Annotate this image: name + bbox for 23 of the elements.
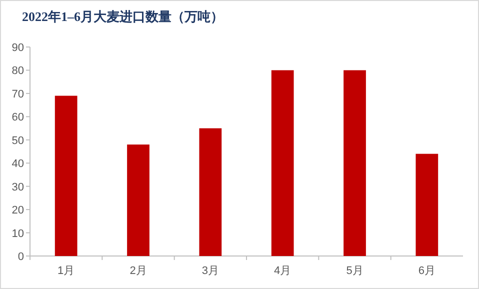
x-tick-label: 1月 [58,265,75,277]
x-tick-label: 3月 [202,265,219,277]
y-tick-label: 10 [12,228,24,240]
x-tick-label: 6月 [418,265,436,277]
y-tick-label: 20 [12,204,24,217]
x-tick-label: 2月 [130,265,147,277]
bar [127,144,150,256]
y-tick-label: 90 [12,42,24,54]
y-tick-label: 50 [12,134,24,147]
y-tick-label: 40 [12,158,24,170]
bar [271,70,294,256]
bar [54,96,78,256]
y-tick-label: 0 [18,251,24,263]
y-tick-label: 30 [12,181,24,194]
x-tick-label: 4月 [274,265,292,277]
y-tick-label: 60 [12,112,24,124]
bar [344,70,366,256]
y-tick-label: 80 [12,65,24,78]
x-tick-label: 5月 [346,265,364,277]
chart-title: 2022年1–6月大麦进口数量（万吨） [22,9,224,24]
y-tick-label: 70 [12,88,24,100]
bar [199,128,222,256]
bar [416,154,438,256]
